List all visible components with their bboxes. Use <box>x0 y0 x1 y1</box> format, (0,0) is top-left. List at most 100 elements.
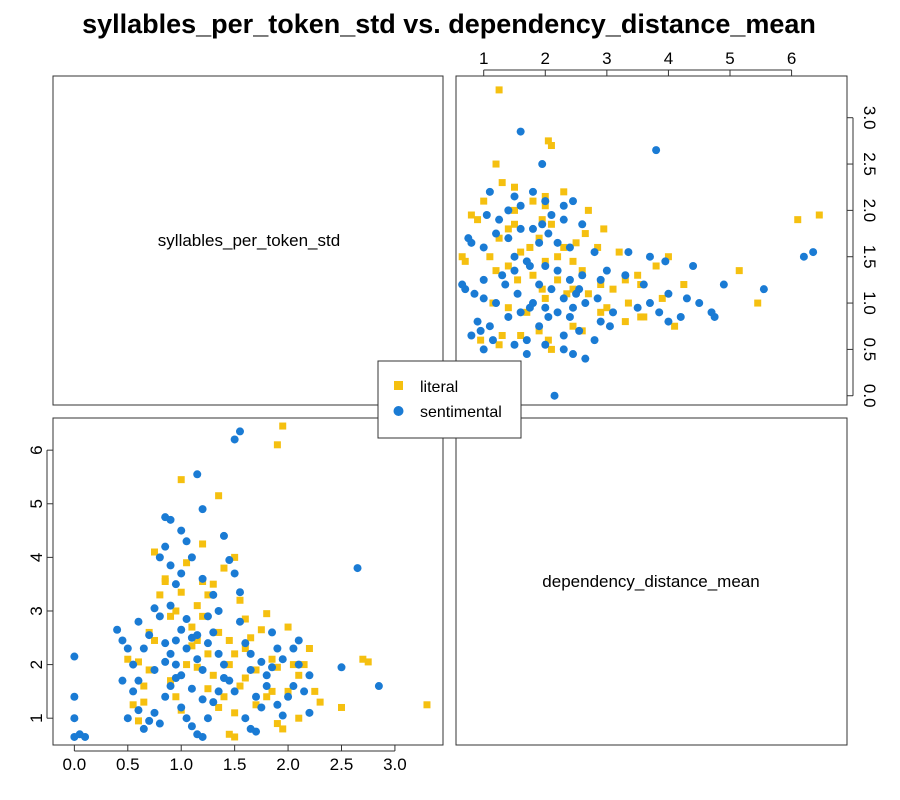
point-sentimental <box>209 590 218 599</box>
point-literal <box>220 564 228 572</box>
point-literal <box>156 591 164 599</box>
point-literal <box>535 234 543 242</box>
panel-bottom-left <box>52 417 444 746</box>
point-sentimental <box>504 312 513 321</box>
panel-top-right <box>455 75 848 406</box>
point-literal <box>578 267 586 275</box>
point-sentimental <box>70 714 79 723</box>
point-sentimental <box>289 682 298 691</box>
point-sentimental <box>547 285 556 294</box>
tick-label-right: 1.0 <box>860 291 879 315</box>
tick-label-bottom: 1.5 <box>223 755 247 774</box>
point-sentimental <box>182 615 191 624</box>
point-sentimental <box>182 644 191 653</box>
point-literal <box>134 658 142 666</box>
point-literal <box>423 701 431 709</box>
diag-label-var2: dependency_distance_mean <box>542 572 759 591</box>
point-sentimental <box>689 261 698 270</box>
point-sentimental <box>129 687 138 696</box>
point-literal <box>498 331 506 339</box>
point-literal <box>584 290 592 298</box>
point-sentimental <box>624 248 633 257</box>
point-sentimental <box>575 285 584 294</box>
point-sentimental <box>294 636 303 645</box>
point-sentimental <box>559 201 568 210</box>
point-sentimental <box>171 580 180 589</box>
point-sentimental <box>235 588 244 597</box>
point-sentimental <box>209 628 218 637</box>
point-sentimental <box>799 252 808 261</box>
point-sentimental <box>479 243 488 252</box>
point-sentimental <box>498 271 507 280</box>
point-sentimental <box>81 732 90 741</box>
point-sentimental <box>510 340 519 349</box>
point-sentimental <box>492 229 501 238</box>
point-literal <box>603 304 611 312</box>
point-sentimental <box>177 569 186 578</box>
point-literal <box>172 693 180 701</box>
point-sentimental <box>482 211 491 220</box>
point-sentimental <box>182 714 191 723</box>
point-sentimental <box>559 215 568 224</box>
chart-title: syllables_per_token_std vs. dependency_d… <box>82 9 816 39</box>
point-literal <box>225 661 233 669</box>
point-literal <box>510 206 518 214</box>
point-sentimental <box>134 706 143 715</box>
point-sentimental <box>161 639 170 648</box>
tick-label-left: 1 <box>27 713 46 722</box>
point-sentimental <box>578 271 587 280</box>
point-literal <box>167 612 175 620</box>
point-literal <box>273 720 281 728</box>
point-sentimental <box>578 220 587 229</box>
point-sentimental <box>241 714 250 723</box>
point-sentimental <box>544 229 553 238</box>
point-sentimental <box>305 671 314 680</box>
point-sentimental <box>504 206 513 215</box>
point-literal <box>547 345 555 353</box>
point-sentimental <box>300 687 309 696</box>
point-literal <box>541 192 549 200</box>
point-sentimental <box>214 687 223 696</box>
point-literal <box>510 220 518 228</box>
legend-marker-sentimental <box>393 406 404 416</box>
point-literal <box>129 701 137 709</box>
point-literal <box>337 703 345 711</box>
point-literal <box>671 322 679 330</box>
point-literal <box>541 257 549 265</box>
point-literal <box>474 216 482 224</box>
point-literal <box>815 211 823 219</box>
point-sentimental <box>485 187 494 196</box>
point-literal <box>279 422 287 430</box>
point-sentimental <box>155 553 164 562</box>
point-literal <box>183 661 191 669</box>
tick-label-top: 6 <box>787 49 796 68</box>
point-sentimental <box>70 652 79 661</box>
point-literal <box>529 271 537 279</box>
point-sentimental <box>214 606 223 615</box>
point-sentimental <box>541 261 550 270</box>
tick-label-right: 2.0 <box>860 199 879 223</box>
point-literal <box>140 682 148 690</box>
point-sentimental <box>488 336 497 345</box>
point-sentimental <box>262 682 271 691</box>
tick-label-bottom: 2.0 <box>276 755 300 774</box>
point-literal <box>215 703 223 711</box>
point-sentimental <box>278 655 287 664</box>
points-group <box>70 86 823 741</box>
point-sentimental <box>337 663 346 672</box>
point-sentimental <box>219 660 228 669</box>
tick-label-top: 5 <box>725 49 734 68</box>
point-sentimental <box>559 294 568 303</box>
point-literal <box>597 281 605 289</box>
point-literal <box>273 663 281 671</box>
point-sentimental <box>134 676 143 685</box>
panel-bottom-right <box>455 417 848 746</box>
point-literal <box>517 248 525 256</box>
point-sentimental <box>581 354 590 363</box>
point-literal <box>268 687 276 695</box>
point-literal <box>263 693 271 701</box>
point-sentimental <box>633 303 642 312</box>
point-sentimental <box>590 248 599 257</box>
legend-label-literal: literal <box>420 379 458 396</box>
point-sentimental <box>492 299 501 308</box>
